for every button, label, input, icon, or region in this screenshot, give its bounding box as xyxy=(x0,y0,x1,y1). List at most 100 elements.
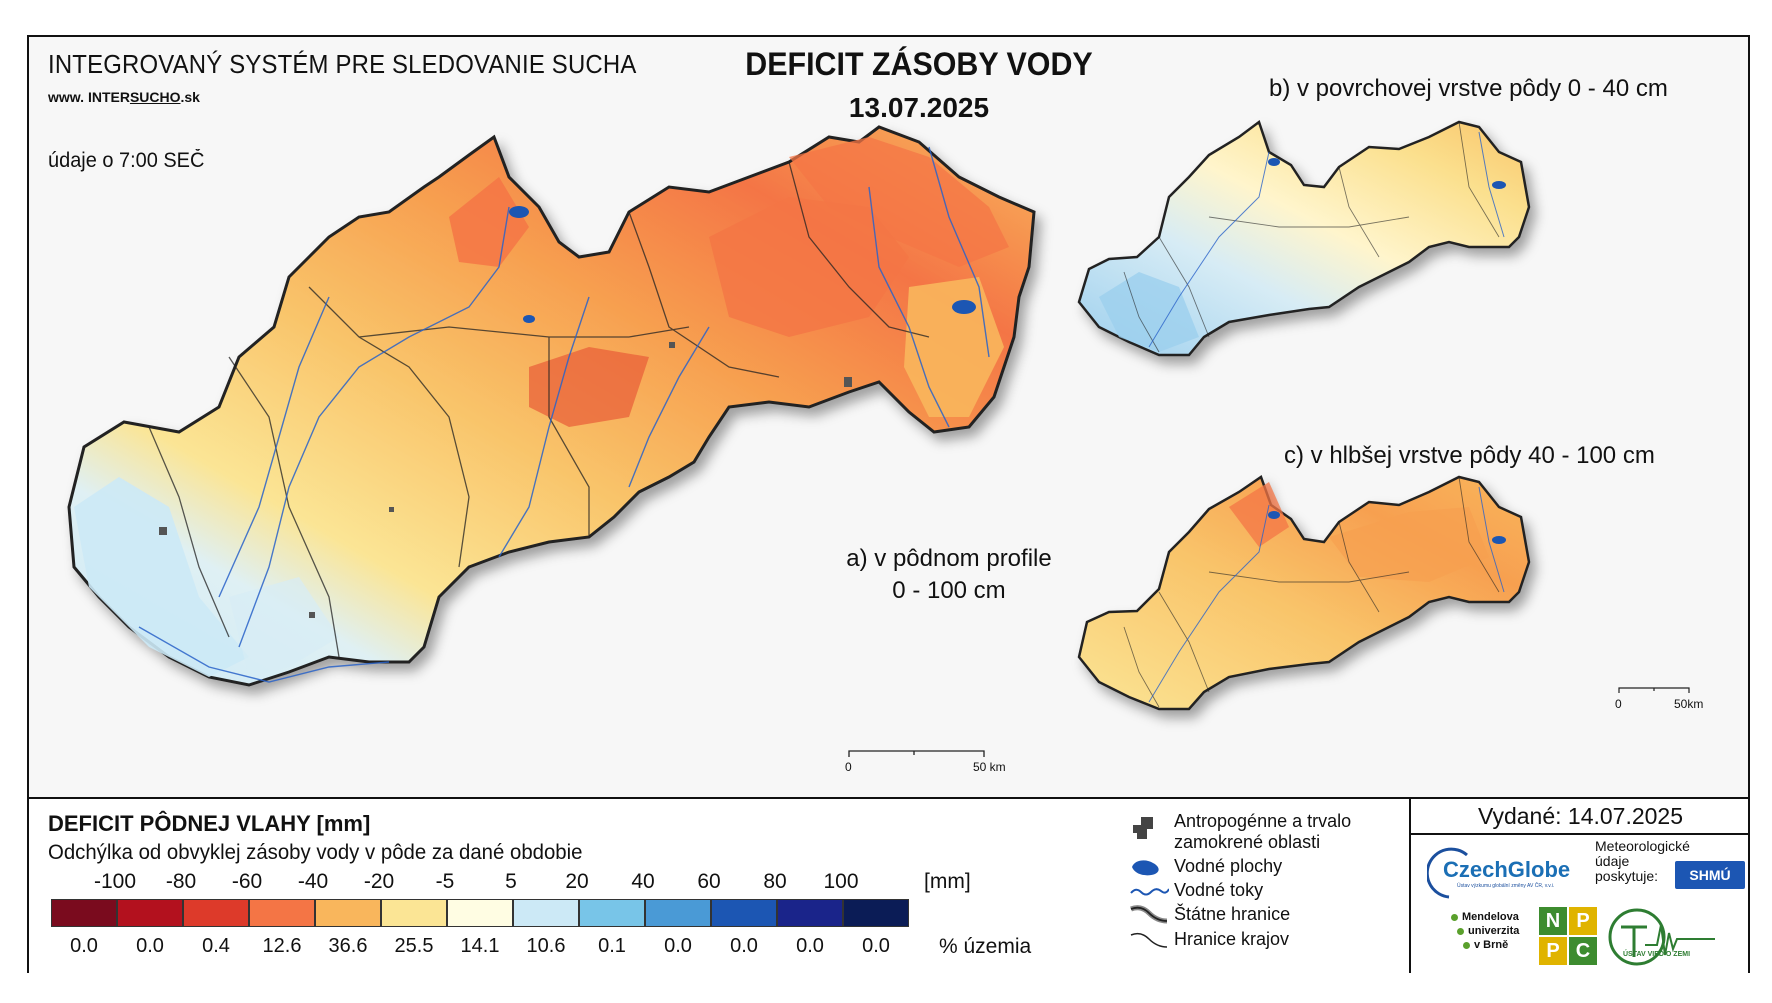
main-map-country xyxy=(67,125,1036,687)
panel-a-depth: 0 - 100 cm xyxy=(892,577,1006,604)
class-label: -80 xyxy=(165,870,197,893)
issued-date: Vydané: 14.07.2025 xyxy=(1411,803,1750,835)
class-label: -20 xyxy=(363,870,395,893)
legend-swatch xyxy=(249,899,315,927)
legend-swatch xyxy=(183,899,249,927)
legend-swatch xyxy=(579,899,645,927)
legend-urban-line1: Antropogénne a trvalo xyxy=(1174,811,1352,831)
legend-swatch xyxy=(315,899,381,927)
small-scale-start: 0 xyxy=(1615,697,1622,711)
meteo-line1: Meteorologické xyxy=(1595,838,1690,854)
czechglobe-subtitle: Ústav výzkumu globální změny AV ČR, v.v.… xyxy=(1457,883,1555,889)
legend-water-bodies: Vodné plochy xyxy=(1174,856,1283,876)
legend-subtitle: Odchýlka od obvyklej zásoby vody v pôde … xyxy=(48,841,583,864)
issued-box: Vydané: 14.07.2025 CzechGlobe Ústav výzk… xyxy=(1409,799,1750,973)
legend-percent-value: 0.0 xyxy=(70,935,98,957)
water-body-icon xyxy=(1132,860,1159,876)
website-suffix: .sk xyxy=(180,89,200,105)
legend-area: DEFICIT PÔDNEJ VLAHY [mm] Odchýlka od ob… xyxy=(29,797,1750,973)
uvz-logo: ÚSTAV VIED O ZEMI xyxy=(1607,905,1717,972)
legend-swatch xyxy=(645,899,711,927)
czechglobe-name: CzechGlobe xyxy=(1443,857,1571,882)
website-sucho: SUCHO xyxy=(129,89,181,105)
map-date: 13.07.2025 xyxy=(848,92,990,123)
main-scale-start: 0 xyxy=(845,760,852,774)
lake-orava xyxy=(509,206,529,218)
lake-domasa xyxy=(952,300,976,314)
class-label: 20 xyxy=(565,870,589,893)
class-label: 60 xyxy=(697,870,721,893)
rivers xyxy=(138,146,990,683)
meteo-line2: údaje xyxy=(1595,853,1630,869)
legend-rivers: Vodné toky xyxy=(1174,880,1264,900)
legend-percent-value: 0.0 xyxy=(796,935,824,957)
legend-percent-value: 0.0 xyxy=(730,935,758,957)
panel-a-label: a) v pôdnom profile xyxy=(846,545,1052,572)
mendel-logo: Mendelova univerzita v Brně xyxy=(1451,910,1519,952)
mendel-line3: v Brně xyxy=(1474,939,1509,951)
legend-swatch xyxy=(777,899,843,927)
legend-swatch xyxy=(51,899,117,927)
legend-region-border: Hranice krajov xyxy=(1174,929,1290,949)
system-title: INTEGROVANÝ SYSTÉM PRE SLEDOVANIE SUCHA xyxy=(48,49,637,79)
legend-swatches xyxy=(51,899,909,929)
legend-percent-value: 10.6 xyxy=(526,935,566,957)
legend-percent-value: 25.5 xyxy=(394,935,434,957)
nppc-letter: P xyxy=(1569,907,1597,935)
nppc-letter: P xyxy=(1539,937,1567,965)
meteo-provider: Meteorologické údaje poskytuje: xyxy=(1595,839,1690,884)
panel-b-label: b) v povrchovej vrstve pôdy 0 - 40 cm xyxy=(1269,75,1668,102)
class-label: 40 xyxy=(631,870,655,893)
website-link[interactable]: www. INTERSUCHO.sk xyxy=(48,89,200,105)
legend-percent-value: 0.0 xyxy=(664,935,692,957)
mendel-line2: univerzita xyxy=(1468,925,1520,937)
legend-title: DEFICIT PÔDNEJ VLAHY [mm] xyxy=(48,811,371,836)
map-frame: INTEGROVANÝ SYSTÉM PRE SLEDOVANIE SUCHA … xyxy=(27,35,1750,973)
meteo-line3: poskytuje: xyxy=(1595,868,1659,884)
small-scale-end: 50km xyxy=(1674,697,1704,711)
legend-percent-value: 0.0 xyxy=(136,935,164,957)
legend-percent-value: 0.0 xyxy=(862,935,890,957)
legend-percent-row: 0.0 0.0 0.4 12.6 36.6 25.5 14.1 10.6 0.1 0.0 0.0 0.… xyxy=(51,935,931,959)
nppc-letter: C xyxy=(1569,937,1597,965)
legend-percent-value: 0.1 xyxy=(598,935,626,957)
legend-percent-unit: % územia xyxy=(939,935,1032,958)
main-scale-end: 50 km xyxy=(973,760,1006,774)
legend-unit: [mm] xyxy=(924,870,971,893)
legend-percent-value: 36.6 xyxy=(328,935,368,957)
region-borders xyxy=(148,161,930,658)
shmu-logo: SHMÚ xyxy=(1675,861,1745,889)
legend-class-labels: -100 -80 -60 -40 -20 -5 5 20 40 60 80 10… xyxy=(85,870,1045,896)
class-label: -40 xyxy=(297,870,329,893)
nppc-letter: N xyxy=(1539,907,1567,935)
legend-percent-value: 0.4 xyxy=(202,935,230,957)
panel-b-map xyxy=(1077,119,1531,357)
nppc-logo: N P P C xyxy=(1539,907,1597,965)
class-label: -100 xyxy=(93,870,137,893)
main-map-svg xyxy=(67,119,1690,757)
legend-swatch xyxy=(513,899,579,927)
urban-area-icon xyxy=(1133,817,1153,839)
legend-swatch xyxy=(843,899,909,927)
legend-urban: Antropogénne a trvalo zamokrené oblasti xyxy=(1174,811,1351,853)
small-scale-bar xyxy=(1618,687,1690,693)
legend-percent-value: 12.6 xyxy=(262,935,302,957)
mendel-line1: Mendelova xyxy=(1462,911,1519,923)
uvz-name: ÚSTAV VIED O ZEMI xyxy=(1623,951,1691,958)
class-label: 80 xyxy=(763,870,787,893)
map-area: INTEGROVANÝ SYSTÉM PRE SLEDOVANIE SUCHA … xyxy=(29,37,1748,797)
class-label: 5 xyxy=(505,870,517,893)
legend-urban-line2: zamokrené oblasti xyxy=(1174,832,1321,852)
class-label: -5 xyxy=(435,870,455,893)
region-border-icon xyxy=(1130,932,1168,948)
state-border-icon xyxy=(1130,905,1168,924)
class-label: 100 xyxy=(823,870,859,893)
class-label: -60 xyxy=(231,870,263,893)
main-scale-bar xyxy=(848,750,985,757)
legend-swatch xyxy=(447,899,513,927)
river-icon xyxy=(1130,888,1169,896)
legend-swatch xyxy=(381,899,447,927)
legend-state-border: Štátne hranice xyxy=(1174,904,1291,924)
legend-percent-value: 14.1 xyxy=(460,935,500,957)
legend-swatch xyxy=(117,899,183,927)
